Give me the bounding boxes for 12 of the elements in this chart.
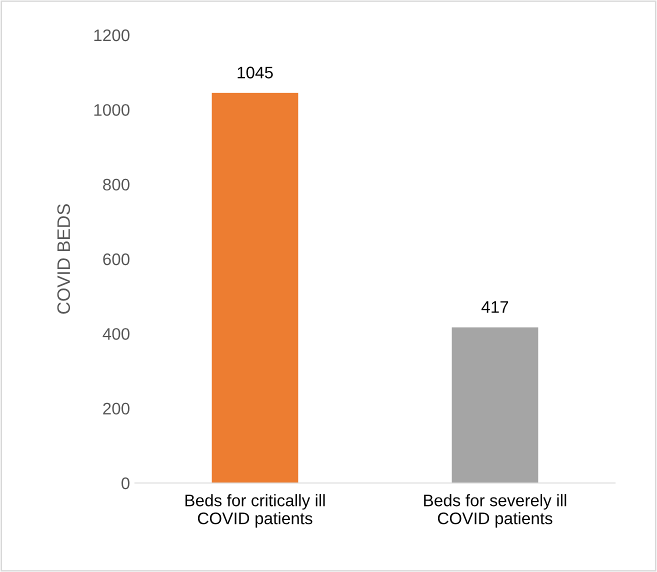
y-axis-title: COVID BEDS (57, 204, 70, 314)
y-tick-label: 800 (103, 178, 130, 191)
y-tick-label: 0 (122, 477, 130, 490)
y-tick-label: 600 (103, 253, 130, 266)
y-tick-label: 1000 (94, 104, 130, 116)
x-tick-label: Beds for severely ill COVID patients (424, 494, 566, 528)
data-label: 1045 (238, 66, 273, 78)
y-tick-label: 200 (103, 402, 130, 415)
x-tick-label: Beds for critically ill COVID patients (186, 494, 325, 528)
data-label: 417 (481, 301, 508, 313)
y-tick-label: 1200 (94, 29, 130, 42)
y-tick-label: 400 (102, 328, 130, 340)
